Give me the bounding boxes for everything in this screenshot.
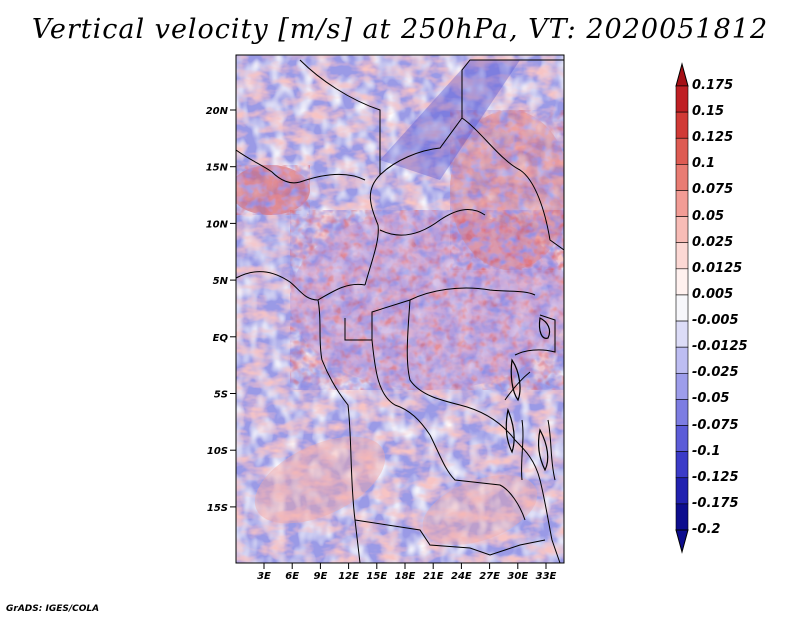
- lon-label: 9E: [314, 571, 328, 582]
- colorbar-label: -0.005: [692, 313, 739, 329]
- lon-label: 33E: [536, 571, 557, 582]
- lat-label: 5N: [213, 276, 229, 287]
- lat-label: 15S: [207, 503, 228, 514]
- colorbar-label: 0.125: [692, 130, 734, 146]
- chart-title: Vertical velocity [m/s] at 250hPa, VT: 2…: [31, 14, 769, 45]
- colorbar-top-arrow: [675, 62, 689, 87]
- colorbar-segment: [675, 320, 689, 348]
- colorbar-segment: [675, 268, 689, 296]
- colorbar-label: 0.075: [692, 182, 734, 198]
- lon-label: 24E: [451, 571, 472, 582]
- lon-label: 3E: [257, 571, 271, 582]
- colorbar-bottom-arrow: [675, 529, 689, 554]
- colorbar-label: -0.175: [692, 495, 739, 511]
- colorbar-segment: [675, 451, 689, 479]
- colorbar-label: -0.05: [692, 391, 730, 407]
- colorbar-label: 0.175: [692, 78, 734, 93]
- lon-label: 6E: [285, 571, 299, 582]
- lat-label: 5S: [214, 390, 228, 401]
- lon-label: 30E: [507, 571, 528, 582]
- lakes: [505, 317, 551, 472]
- colorbar-label: -0.025: [692, 365, 739, 381]
- colorbar: [675, 62, 689, 554]
- colorbar-segment: [675, 477, 689, 505]
- colorbar-label: -0.125: [692, 469, 739, 485]
- colorbar-label: 0.1: [692, 156, 716, 172]
- colorbar-segment: [675, 216, 689, 244]
- colorbar-label: 0.05: [692, 208, 725, 224]
- colorbar-segment: [675, 85, 689, 113]
- map-frame: [235, 54, 565, 564]
- colorbar-segment: [675, 294, 689, 322]
- colorbar-segment: [675, 425, 689, 452]
- lat-label: 15N: [206, 163, 229, 174]
- credit-text: GrADS: IGES/COLA: [6, 604, 100, 614]
- lon-label: 15E: [366, 571, 387, 582]
- colorbar-label: -0.1: [692, 443, 721, 459]
- lat-label: 10N: [206, 219, 229, 230]
- lon-label: 12E: [338, 571, 359, 582]
- colorbar-segment: [675, 346, 689, 374]
- lon-label: 21E: [423, 571, 444, 582]
- colorbar-label: -0.075: [692, 417, 739, 433]
- colorbar-segment: [675, 190, 689, 217]
- colorbar-segment: [675, 372, 689, 400]
- latitude-axis: 20N 15N 10N 5N EQ 5S 10S 15S: [206, 106, 236, 514]
- lat-label: 10S: [207, 446, 228, 457]
- lat-label: 20N: [206, 106, 229, 117]
- longitude-axis: 3E 6E 9E 12E 15E 18E 21E 24E 27E 30E 33E: [257, 563, 557, 582]
- country-borders: [236, 59, 564, 563]
- colorbar-label: 0.0125: [692, 260, 743, 276]
- colorbar-label: 0.15: [692, 104, 725, 120]
- lon-label: 27E: [479, 571, 500, 582]
- colorbar-segment: [675, 503, 689, 531]
- colorbar-segment: [675, 164, 689, 191]
- colorbar-label: -0.2: [692, 522, 721, 537]
- lon-label: 18E: [395, 571, 416, 582]
- velocity-field: [236, 55, 564, 563]
- colorbar-segment: [675, 242, 689, 270]
- colorbar-segment: [675, 399, 689, 426]
- colorbar-label: -0.0125: [692, 339, 748, 355]
- colorbar-label: 0.025: [692, 234, 734, 250]
- colorbar-label: 0.005: [692, 286, 734, 302]
- lat-label: EQ: [213, 333, 229, 344]
- colorbar-segment: [675, 137, 689, 165]
- colorbar-segment: [675, 111, 689, 139]
